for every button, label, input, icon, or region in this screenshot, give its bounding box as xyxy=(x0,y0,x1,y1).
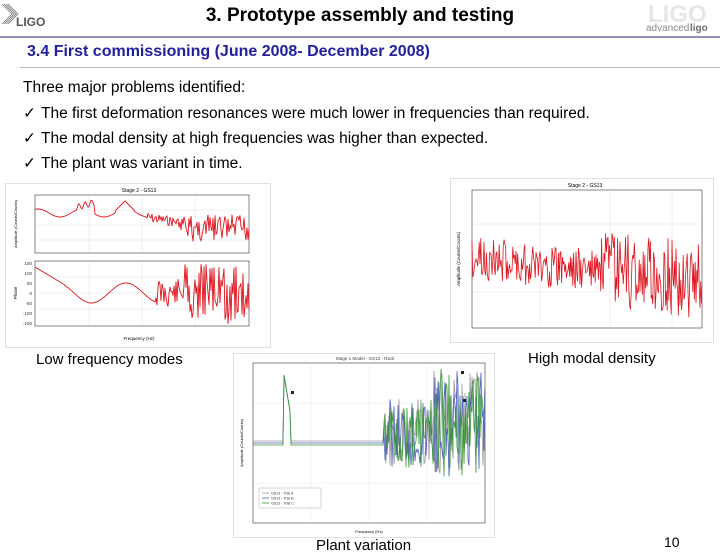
y-axis-label: Amplitude (Counts/Counts) xyxy=(456,231,461,286)
trace-trial-c xyxy=(253,368,486,477)
high-modal-density-figure: Stage 2 - GS13 Amplitude (Counts/Counts) xyxy=(450,178,714,343)
trace-trial-b xyxy=(253,370,486,477)
bullet-item: ✓ The modal density at high frequencies w… xyxy=(23,129,488,148)
phase-trace xyxy=(34,264,250,324)
svg-text:LIGO: LIGO xyxy=(648,1,707,28)
tick-label: 150 xyxy=(24,261,32,266)
y-axis-label: Amplitude (Counts/Counts) xyxy=(13,199,18,248)
bullet-text: The modal density at high frequencies wa… xyxy=(41,130,489,147)
bullet-item: ✓ The plant was variant in time. xyxy=(23,154,243,173)
figure-title: Stage 1 Model - GS13 - Rack xyxy=(336,356,396,361)
tick-label: -100 xyxy=(23,311,33,316)
check-icon: ✓ xyxy=(23,155,36,172)
tick-label: 50 xyxy=(27,281,33,286)
header-rule xyxy=(0,36,720,38)
bullet-text: The first deformation resonances were mu… xyxy=(41,105,590,122)
check-icon: ✓ xyxy=(23,105,36,122)
svg-text:LIGO: LIGO xyxy=(16,15,45,29)
caption-plant-variation: Plant variation xyxy=(316,537,412,554)
svg-text:ligo: ligo xyxy=(690,23,708,34)
advanced-ligo-logo: LIGO advanced ligo xyxy=(646,1,708,34)
check-icon: ✓ xyxy=(23,130,36,147)
caption-high-modal-density: High modal density xyxy=(528,350,656,367)
data-cursor-markers xyxy=(291,371,466,402)
magnitude-trace xyxy=(34,199,250,242)
trace-trial-a xyxy=(253,370,486,474)
x-axis-label: Frequency (Hz) xyxy=(123,336,155,341)
tick-label: -50 xyxy=(25,301,32,306)
figure-title: Stage 2 - GS13 xyxy=(568,183,603,189)
plant-variation-figure: Stage 1 Model - GS13 - Rack GS13 - Trial… xyxy=(233,353,495,538)
ligo-logo: LIGO xyxy=(1,3,45,29)
tick-label: -150 xyxy=(23,321,33,326)
section-title: 3.4 First commissioning (June 2008- Dece… xyxy=(27,43,430,60)
page-number: 10 xyxy=(664,534,680,550)
page-title: 3. Prototype assembly and testing xyxy=(205,5,515,26)
figure-title: Stage 2 - GS13 xyxy=(122,188,157,194)
bullet-item: ✓ The first deformation resonances were m… xyxy=(23,104,590,123)
low-frequency-bode-figure: Stage 2 - GS13 150 100 50 0 -50 -100 -15… xyxy=(5,183,271,348)
legend-entry: GS13 - Trial A xyxy=(271,492,294,496)
tick-label: 0 xyxy=(29,291,32,296)
legend-entry: GS13 - Trial C xyxy=(271,502,294,506)
tick-label: 100 xyxy=(24,271,32,276)
y-axis-label: Amplitude (Counts/Counts) xyxy=(239,418,244,467)
legend-entry: GS13 - Trial B xyxy=(271,497,294,501)
amplitude-trace xyxy=(471,233,702,318)
x-axis-label: Frequency (Hz) xyxy=(355,529,383,534)
intro-text: Three major problems identified: xyxy=(23,79,246,96)
bullet-text: The plant was variant in time. xyxy=(41,155,243,172)
legend xyxy=(258,487,322,509)
caption-low-frequency: Low frequency modes xyxy=(36,351,183,368)
section-rule xyxy=(20,67,720,68)
y-axis-label: Phase xyxy=(13,286,18,299)
svg-text:advanced: advanced xyxy=(646,23,689,34)
